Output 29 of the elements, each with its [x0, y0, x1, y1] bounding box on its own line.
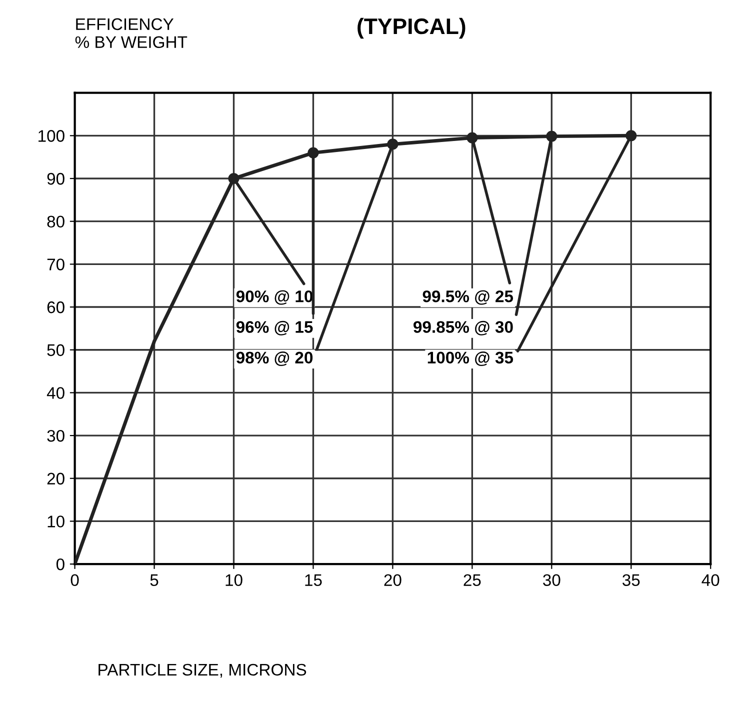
annotation: 96% @ 15 [236, 320, 313, 336]
y-tick-label: 50 [47, 344, 64, 356]
x-tick-label: 30 [543, 574, 560, 586]
annotation: 90% @ 10 [236, 290, 313, 305]
y-tick-label: 80 [47, 216, 64, 228]
y-tick-label: 10 [48, 516, 64, 528]
y-tick-label: 70 [47, 258, 64, 270]
x-tick-label: 0 [70, 574, 79, 586]
y-tick-label: 20 [47, 472, 64, 485]
annotation: 100% @ 35 [428, 352, 514, 366]
annotation: 99.5% @ 25 [422, 290, 514, 305]
annotation: 98% @ 20 [236, 352, 313, 366]
x-tick-label: 5 [150, 574, 158, 586]
x-tick-label: 20 [384, 574, 402, 586]
x-tick-label: 35 [622, 574, 640, 586]
y-tick-label: 60 [47, 301, 64, 314]
chart-title: (TYPICAL) [358, 18, 466, 39]
x-tick-label: 40 [702, 574, 720, 586]
y-tick-label: 30 [47, 430, 64, 442]
x-tick-label: 15 [305, 574, 322, 586]
y-tick-label: 90 [47, 172, 64, 185]
x-axis-title: PARTICLE SIZE, MICRONS [98, 664, 306, 678]
y-tick-label: 40 [46, 387, 64, 399]
y-axis-title: EFFICIENCY % BY WEIGHT [75, 18, 188, 48]
y-tick-label: 0 [56, 558, 64, 570]
y-tick-label: 100 [38, 130, 64, 142]
x-tick-label: 25 [464, 574, 481, 586]
annotation: 99.85% @ 30 [414, 320, 513, 336]
x-tick-label: 10 [226, 574, 242, 586]
